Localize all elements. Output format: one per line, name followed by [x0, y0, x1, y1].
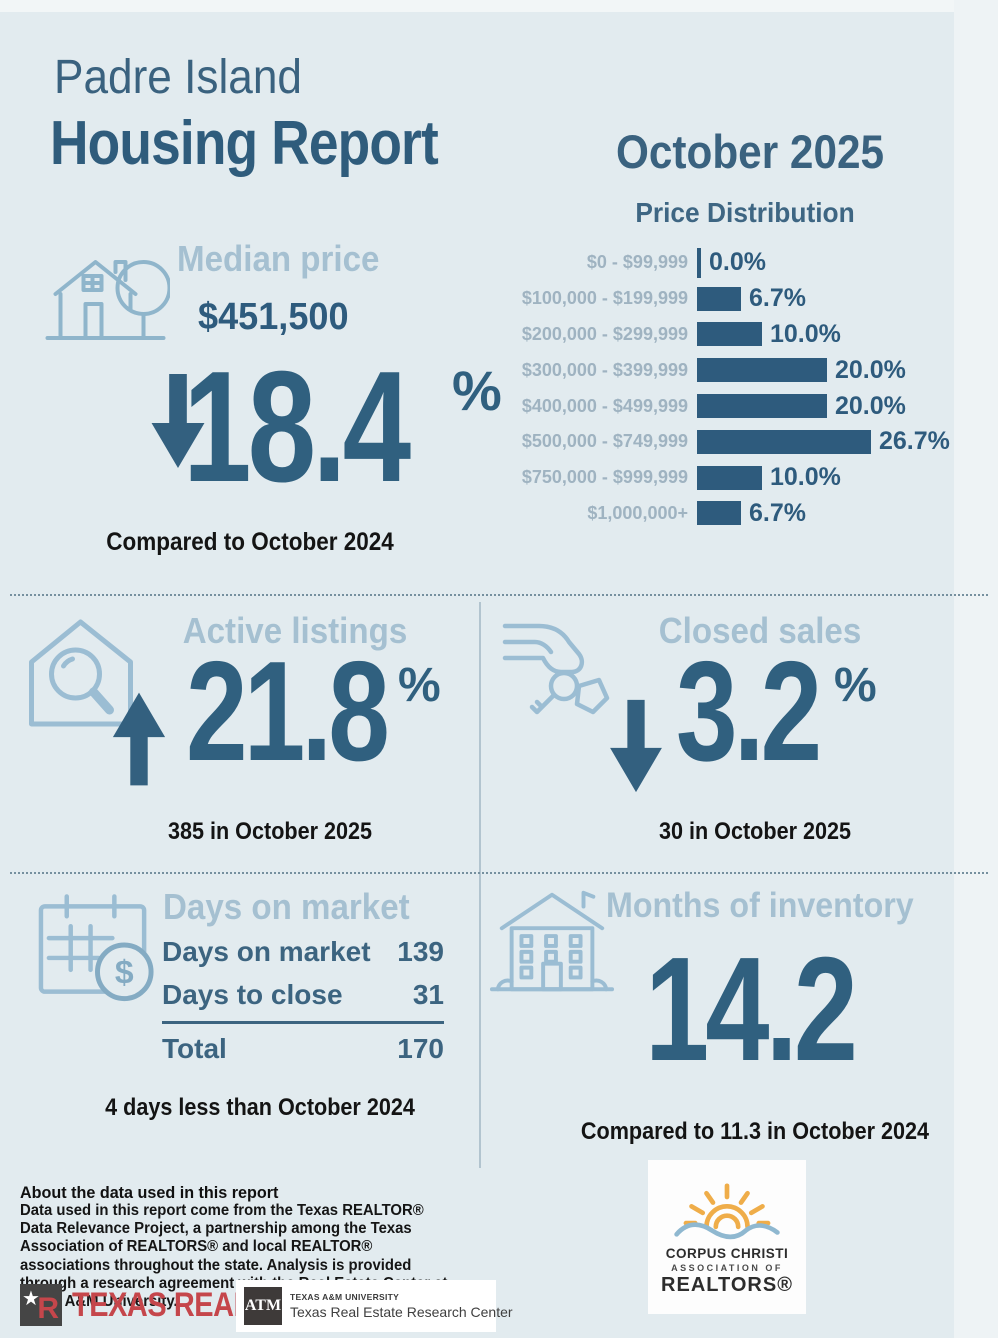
ccar-line2: ASSOCIATION OF	[671, 1262, 783, 1273]
price-range-bar	[697, 247, 701, 278]
house-magnifier-icon	[22, 612, 140, 732]
price-range-label: $0 - $99,999	[586, 252, 688, 273]
location-title: Padre Island	[54, 51, 302, 104]
months-of-inventory-value: 14.2	[645, 927, 858, 1092]
table-row: Days to close 31	[162, 973, 444, 1016]
price-distribution-title: Price Distribution	[635, 197, 855, 228]
ccar-line3: REALTORS®	[661, 1273, 793, 1296]
trerc-logo: ATM TEXAS A&M UNIVERSITY Texas Real Esta…	[236, 1280, 513, 1332]
active-listings-change: 21.8	[186, 632, 390, 791]
up-arrow-icon	[110, 685, 168, 793]
calendar-dollar-icon: $	[35, 890, 159, 1008]
price-range-label: $100,000 - $199,999	[521, 288, 688, 309]
price-distribution-row: $200,000 - $299,999 10.0%	[500, 317, 994, 353]
price-range-value: 20.0%	[835, 355, 906, 384]
tamu-logo-icon: ATM	[244, 1287, 282, 1325]
house-tree-icon	[42, 246, 170, 344]
row-value: 31	[412, 978, 444, 1010]
price-range-label: $200,000 - $299,999	[521, 323, 688, 344]
price-range-label: $400,000 - $499,999	[521, 395, 688, 416]
price-distribution-row: $500,000 - $749,999 26.7%	[500, 424, 994, 460]
report-month: October 2025	[615, 125, 885, 178]
days-on-market-table: Days on market 139 Days to close 31 Tota…	[162, 930, 444, 1070]
price-range-value: 0.0%	[709, 248, 766, 277]
price-range-value: 10.0%	[770, 463, 841, 492]
median-price-title: Median price	[177, 238, 380, 279]
price-distribution-row: $1,000,000+ 6.7%	[500, 496, 994, 532]
scan-right-edge	[954, 0, 998, 1338]
about-heading: About the data used in this report	[20, 1183, 279, 1202]
price-range-label: $750,000 - $999,999	[521, 467, 688, 488]
texas-realtors-mark-icon: ★ R	[20, 1284, 62, 1326]
down-arrow-icon	[132, 372, 224, 470]
building-icon	[488, 886, 616, 998]
median-price-change: 18.4	[183, 339, 411, 515]
active-listings-unit: %	[398, 659, 441, 712]
total-value: 170	[397, 1032, 444, 1064]
price-distribution-row: $100,000 - $199,999 6.7%	[500, 281, 994, 317]
sun-wave-icon	[671, 1178, 783, 1244]
down-arrow-icon	[606, 698, 666, 794]
days-on-market-title: Days on market	[163, 886, 410, 927]
ccar-logo: CORPUS CHRISTI ASSOCIATION OF REALTORS®	[648, 1160, 806, 1314]
column-divider	[479, 602, 481, 1168]
median-price-note: Compared to October 2024	[106, 528, 394, 556]
price-range-value: 6.7%	[749, 284, 806, 313]
hand-keys-icon	[500, 610, 622, 730]
price-distribution-row: $400,000 - $499,999 20.0%	[500, 388, 994, 424]
price-range-value: 10.0%	[770, 319, 841, 348]
section-divider	[10, 594, 988, 596]
months-of-inventory-title: Months of inventory	[606, 886, 914, 925]
price-range-bar	[697, 429, 871, 454]
price-distribution-rows: $0 - $99,999 0.0% $100,000 - $199,999 6.7% $…	[500, 245, 994, 531]
dollar-glyph: $	[115, 954, 134, 992]
price-range-value: 20.0%	[835, 391, 906, 420]
star-icon: ★	[22, 1288, 40, 1310]
closed-sales-title: Closed sales	[658, 610, 862, 651]
price-distribution-row: $750,000 - $999,999 10.0%	[500, 460, 994, 496]
section-divider	[10, 872, 988, 874]
price-range-bar	[697, 286, 741, 311]
closed-sales-note: 30 in October 2025	[658, 818, 852, 845]
months-of-inventory-note: Compared to 11.3 in October 2024	[580, 1118, 930, 1145]
active-listings-title: Active listings	[182, 610, 408, 651]
row-label: Days to close	[162, 978, 343, 1010]
trerc-label: Texas Real Estate Research Center	[290, 1304, 513, 1320]
price-range-bar	[697, 501, 741, 526]
total-label: Total	[162, 1032, 227, 1064]
price-range-value: 6.7%	[749, 498, 806, 527]
median-price-unit: %	[452, 359, 502, 422]
tr-letter: R	[37, 1292, 59, 1325]
price-range-value: 26.7%	[879, 427, 950, 456]
page-title: Housing Report	[50, 109, 439, 178]
price-distribution-row: $0 - $99,999 0.0%	[500, 245, 994, 281]
closed-sales-change: 3.2	[676, 632, 822, 791]
price-range-bar	[697, 394, 827, 419]
price-range-bar	[697, 322, 762, 347]
price-range-label: $500,000 - $749,999	[521, 431, 688, 452]
days-on-market-note: 4 days less than October 2024	[105, 1094, 415, 1121]
price-range-label: $300,000 - $399,999	[521, 359, 688, 380]
median-price-value: $451,500	[198, 296, 349, 338]
row-value: 139	[397, 935, 444, 967]
table-total-divider	[162, 1021, 444, 1024]
price-range-label: $1,000,000+	[587, 502, 688, 523]
table-row: Days on market 139	[162, 930, 444, 973]
price-range-bar	[697, 358, 827, 383]
price-distribution-row: $300,000 - $399,999 20.0%	[500, 352, 994, 388]
active-listings-note: 385 in October 2025	[167, 818, 373, 845]
price-range-bar	[697, 465, 762, 490]
table-total-row: Total 170	[162, 1027, 444, 1070]
tamu-university-label: TEXAS A&M UNIVERSITY	[290, 1292, 400, 1302]
ccar-line1: CORPUS CHRISTI	[665, 1245, 789, 1261]
closed-sales-unit: %	[834, 659, 877, 712]
row-label: Days on market	[162, 935, 371, 967]
scan-top-edge	[0, 0, 998, 12]
